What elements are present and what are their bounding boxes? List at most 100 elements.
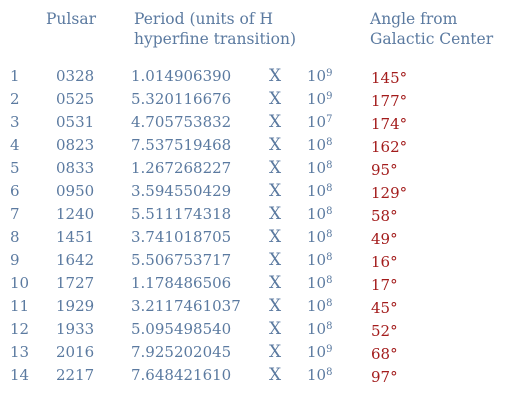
row-period: 5.095498540	[131, 320, 232, 338]
header-angle-line1: Angle from	[370, 10, 458, 28]
row-power-of-ten: 108	[307, 297, 332, 315]
row-period: 1.267268227	[131, 159, 232, 177]
row-exponent-base: 10	[307, 228, 327, 246]
row-index: 1	[10, 67, 20, 85]
row-exponent: 9	[326, 344, 333, 355]
row-index: 2	[10, 90, 20, 108]
row-pulsar-id: 0531	[56, 113, 95, 131]
row-times-sign: X	[269, 319, 282, 339]
row-pulsar-id: 2016	[56, 343, 95, 361]
row-times-sign: X	[269, 296, 282, 316]
row-exponent-base: 10	[307, 297, 327, 315]
row-times-sign: X	[269, 66, 282, 86]
row-index: 5	[10, 159, 20, 177]
header-angle: Angle from Galactic Center	[370, 9, 493, 49]
row-exponent-base: 10	[307, 274, 327, 292]
header-angle-line2: Galactic Center	[370, 30, 494, 48]
row-index: 3	[10, 113, 20, 131]
row-times-sign: X	[269, 365, 282, 385]
row-times-sign: X	[269, 342, 282, 362]
row-exponent-base: 10	[307, 136, 327, 154]
row-exponent: 8	[326, 206, 333, 217]
row-period: 5.320116676	[131, 90, 232, 108]
table-row: 7 1240 5.511174318 X 108 58°	[0, 205, 508, 228]
row-period: 1.014906390	[131, 67, 232, 85]
row-exponent: 9	[326, 68, 333, 79]
table-row: 2 0525 5.320116676 X 109 177°	[0, 90, 508, 113]
table-row: 6 0950 3.594550429 X 108 129°	[0, 182, 508, 205]
header-pulsar: Pulsar	[46, 9, 96, 29]
row-pulsar-id: 2217	[56, 366, 95, 384]
header-period: Period (units of H hyperfine transition)	[134, 9, 296, 49]
row-exponent-base: 10	[307, 205, 327, 223]
row-angle: 17°	[371, 276, 398, 294]
row-exponent: 7	[326, 114, 333, 125]
row-period: 3.741018705	[131, 228, 232, 246]
row-index: 9	[10, 251, 20, 269]
row-exponent-base: 10	[307, 320, 327, 338]
row-period: 7.537519468	[131, 136, 232, 154]
row-exponent: 8	[326, 137, 333, 148]
row-exponent-base: 10	[307, 67, 327, 85]
row-period: 7.648421610	[131, 366, 232, 384]
row-index: 12	[10, 320, 30, 338]
row-index: 10	[10, 274, 30, 292]
row-pulsar-id: 0950	[56, 182, 95, 200]
table-row: 10 1727 1.178486506 X 108 17°	[0, 274, 508, 297]
row-period: 3.2117461037	[131, 297, 241, 315]
table-row: 11 1929 3.2117461037 X 108 45°	[0, 297, 508, 320]
row-angle: 177°	[371, 92, 408, 110]
row-pulsar-id: 0823	[56, 136, 95, 154]
row-exponent: 8	[326, 367, 333, 378]
table-row: 5 0833 1.267268227 X 108 95°	[0, 159, 508, 182]
row-times-sign: X	[269, 89, 282, 109]
row-index: 6	[10, 182, 20, 200]
header-period-line2: hyperfine transition)	[134, 30, 296, 48]
table-row: 12 1933 5.095498540 X 108 52°	[0, 320, 508, 343]
row-angle: 97°	[371, 368, 398, 386]
row-index: 8	[10, 228, 20, 246]
row-index: 14	[10, 366, 30, 384]
table-row: 3 0531 4.705753832 X 107 174°	[0, 113, 508, 136]
row-angle: 58°	[371, 207, 398, 225]
row-angle: 68°	[371, 345, 398, 363]
row-exponent: 8	[326, 160, 333, 171]
row-power-of-ten: 107	[307, 113, 332, 131]
table-row: 1 0328 1.014906390 X 109 145°	[0, 67, 508, 90]
row-times-sign: X	[269, 135, 282, 155]
row-index: 13	[10, 343, 30, 361]
table-row: 14 2217 7.648421610 X 108 97°	[0, 366, 508, 389]
row-angle: 45°	[371, 299, 398, 317]
row-exponent-base: 10	[307, 366, 327, 384]
row-power-of-ten: 108	[307, 136, 332, 154]
row-times-sign: X	[269, 204, 282, 224]
row-angle: 49°	[371, 230, 398, 248]
row-pulsar-id: 1929	[56, 297, 95, 315]
row-period: 5.506753717	[131, 251, 232, 269]
row-power-of-ten: 108	[307, 228, 332, 246]
row-exponent: 8	[326, 183, 333, 194]
row-exponent: 8	[326, 229, 333, 240]
row-exponent-base: 10	[307, 182, 327, 200]
row-power-of-ten: 108	[307, 182, 332, 200]
row-power-of-ten: 108	[307, 251, 332, 269]
row-exponent: 9	[326, 91, 333, 102]
row-pulsar-id: 1240	[56, 205, 95, 223]
row-power-of-ten: 109	[307, 343, 332, 361]
row-exponent-base: 10	[307, 90, 327, 108]
row-power-of-ten: 108	[307, 205, 332, 223]
row-exponent: 8	[326, 275, 333, 286]
row-power-of-ten: 109	[307, 67, 332, 85]
row-power-of-ten: 108	[307, 159, 332, 177]
row-pulsar-id: 1451	[56, 228, 95, 246]
row-pulsar-id: 1933	[56, 320, 95, 338]
table-row: 9 1642 5.506753717 X 108 16°	[0, 251, 508, 274]
row-exponent-base: 10	[307, 251, 327, 269]
header-period-line1: Period (units of H	[134, 10, 274, 28]
row-period: 1.178486506	[131, 274, 232, 292]
row-exponent: 8	[326, 298, 333, 309]
row-angle: 95°	[371, 161, 398, 179]
row-angle: 52°	[371, 322, 398, 340]
row-angle: 129°	[371, 184, 408, 202]
